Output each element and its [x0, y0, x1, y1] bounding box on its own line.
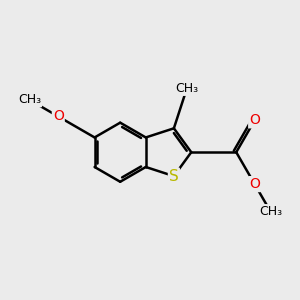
Text: S: S: [169, 169, 179, 184]
Text: O: O: [249, 177, 260, 191]
Text: O: O: [249, 113, 260, 127]
Text: CH₃: CH₃: [18, 93, 41, 106]
Text: CH₃: CH₃: [259, 205, 282, 218]
Text: O: O: [53, 110, 64, 124]
Text: CH₃: CH₃: [175, 82, 198, 95]
